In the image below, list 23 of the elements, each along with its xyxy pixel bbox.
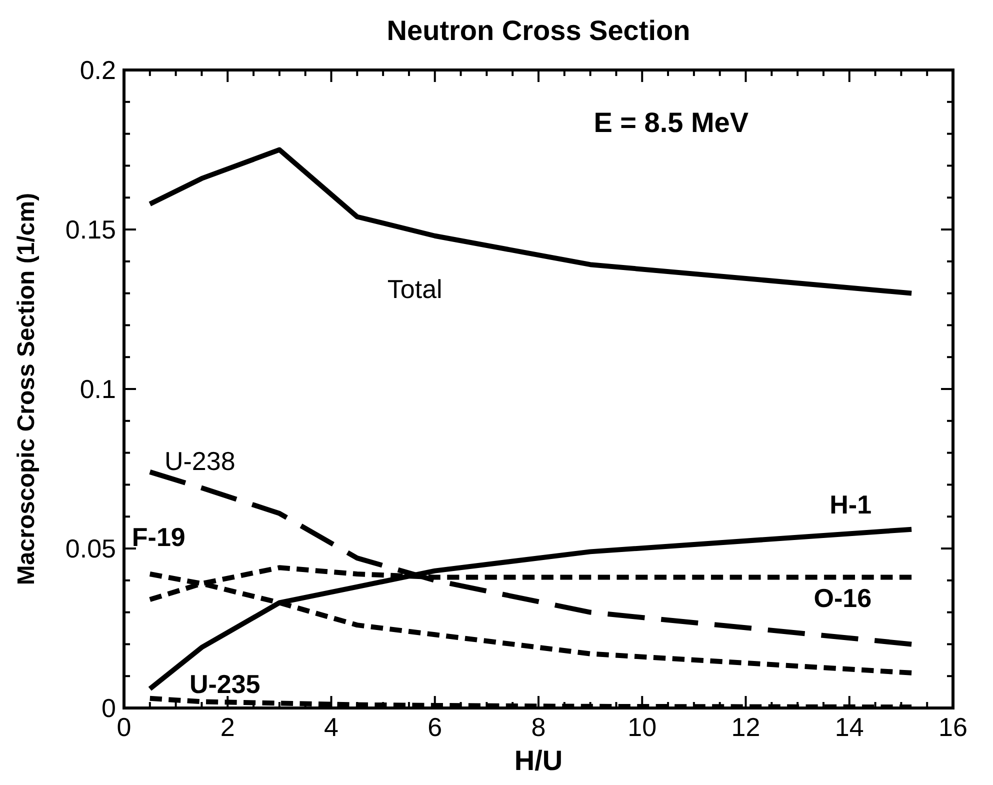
y-tick-label: 0.15 xyxy=(65,214,116,244)
x-axis-title: H/U xyxy=(514,745,563,776)
series-label: O-16 xyxy=(814,583,872,614)
y-tick-label: 0.05 xyxy=(65,534,116,564)
series-label: U-235 xyxy=(189,669,260,700)
x-tick-label: 6 xyxy=(428,712,442,742)
series-label: H-1 xyxy=(830,489,872,520)
x-tick-label: 16 xyxy=(938,712,968,742)
chart-title: Neutron Cross Section xyxy=(386,15,690,46)
x-tick-label: 14 xyxy=(834,712,864,742)
series-label: U-238 xyxy=(164,446,236,476)
x-tick-label: 4 xyxy=(324,712,338,742)
x-tick-label: 2 xyxy=(220,712,235,742)
annotation: E = 8.5 MeV xyxy=(594,107,749,138)
x-tick-label: 8 xyxy=(531,712,546,742)
y-tick-label: 0.2 xyxy=(80,55,116,85)
y-axis-title: Macroscopic Cross Section (1/cm) xyxy=(13,192,40,586)
x-tick-label: 10 xyxy=(628,712,657,742)
x-tick-label: 12 xyxy=(731,712,760,742)
series-label: F-19 xyxy=(132,522,186,552)
series-label: Total xyxy=(387,274,442,304)
y-tick-label: 0.1 xyxy=(80,374,116,404)
y-tick-label: 0 xyxy=(102,693,116,723)
